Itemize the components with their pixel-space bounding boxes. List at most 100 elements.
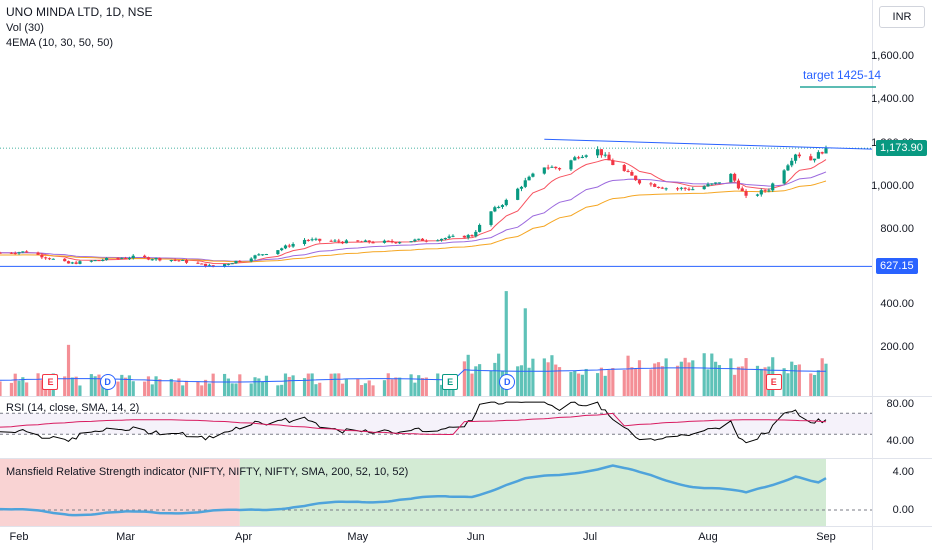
candle-body bbox=[519, 186, 524, 189]
earnings-marker[interactable]: E bbox=[442, 374, 459, 390]
volume-bar bbox=[93, 376, 97, 396]
volume-bar bbox=[280, 384, 284, 396]
price-axis-tick: 800.00 bbox=[880, 223, 914, 235]
volume-bar bbox=[824, 363, 828, 396]
time-axis-tick: Apr bbox=[235, 531, 253, 543]
candle-body bbox=[89, 260, 93, 262]
volume-bar bbox=[790, 361, 794, 396]
candle-body bbox=[280, 248, 284, 251]
candle-body bbox=[653, 184, 657, 187]
candle-body bbox=[382, 240, 387, 243]
volume-bar bbox=[702, 353, 706, 396]
volume-bar bbox=[493, 362, 497, 396]
candle-body bbox=[504, 199, 508, 206]
candle-body bbox=[340, 241, 345, 244]
volume-bar bbox=[793, 365, 798, 396]
volume-bar bbox=[797, 364, 801, 396]
volume-bar bbox=[546, 362, 550, 396]
volume-bar bbox=[200, 385, 204, 396]
candle-body bbox=[733, 173, 737, 181]
candle-body bbox=[25, 251, 29, 253]
candle-body bbox=[569, 160, 573, 170]
candle-body bbox=[253, 255, 257, 259]
volume-bar bbox=[710, 353, 714, 396]
candle-body bbox=[360, 241, 364, 243]
volume-bar bbox=[683, 357, 687, 396]
candle-body bbox=[603, 154, 607, 156]
candle-body bbox=[790, 160, 794, 166]
candle-body bbox=[793, 154, 798, 161]
earnings-marker[interactable]: E bbox=[42, 374, 59, 390]
candle-body bbox=[116, 257, 120, 259]
volume-bar bbox=[691, 360, 695, 396]
volume-bar bbox=[169, 378, 173, 396]
volume-bar bbox=[527, 367, 531, 396]
currency-selector[interactable]: INR bbox=[879, 6, 925, 28]
volume-bar bbox=[744, 358, 748, 396]
volume-bar bbox=[409, 374, 413, 396]
dividend-marker[interactable]: D bbox=[499, 374, 516, 390]
candle-body bbox=[234, 260, 238, 264]
candle-body bbox=[546, 167, 550, 169]
candle-body bbox=[702, 186, 706, 190]
volume-bar bbox=[337, 373, 341, 396]
volume-bar bbox=[599, 367, 604, 396]
candle-body bbox=[420, 238, 425, 241]
volume-bar bbox=[584, 368, 588, 396]
ema-10-line bbox=[0, 158, 827, 265]
ema-50-line bbox=[0, 180, 827, 263]
candle-body bbox=[184, 259, 189, 263]
volume-bar bbox=[382, 380, 387, 396]
volume-bar bbox=[656, 362, 661, 396]
candle-body bbox=[523, 180, 527, 187]
time-axis-tick: Sep bbox=[816, 531, 836, 543]
candle-body bbox=[462, 235, 466, 238]
candle-body bbox=[451, 235, 455, 237]
time-axis-tick: Jun bbox=[466, 531, 485, 543]
target-annotation: target 1425-14 bbox=[803, 68, 882, 82]
candle-body bbox=[344, 240, 348, 244]
candle-body bbox=[611, 160, 615, 166]
candle-body bbox=[203, 263, 208, 267]
candle-body bbox=[542, 167, 546, 174]
candle-body bbox=[409, 241, 413, 243]
volume-bar bbox=[291, 375, 295, 396]
candle-body bbox=[820, 152, 824, 154]
volume-bar bbox=[70, 377, 74, 396]
volume-bar bbox=[596, 373, 600, 396]
candle-body bbox=[691, 189, 695, 191]
volume-bar bbox=[196, 381, 200, 396]
volume-bar bbox=[177, 378, 181, 396]
candle-body bbox=[436, 240, 440, 242]
time-axis-tick: Jul bbox=[582, 531, 598, 543]
volume-axis-tick: 200.00 bbox=[880, 341, 914, 353]
dividend-marker[interactable]: D bbox=[99, 374, 116, 390]
volume-bar bbox=[637, 360, 642, 396]
volume-bar bbox=[74, 376, 78, 396]
price-axis-tick: 1,600.00 bbox=[871, 50, 914, 62]
volume-bar bbox=[649, 369, 653, 396]
mansfield-axis-tick: 4.00 bbox=[892, 466, 914, 478]
candle-body bbox=[736, 180, 741, 189]
candle-body bbox=[264, 254, 269, 256]
volume-bar bbox=[424, 377, 428, 396]
candle-body bbox=[584, 155, 588, 157]
earnings-marker[interactable]: E bbox=[765, 374, 782, 390]
candle-body bbox=[17, 252, 21, 254]
candle-body bbox=[554, 166, 558, 169]
volume-axis-tick: 400.00 bbox=[880, 298, 914, 310]
candle-body bbox=[356, 240, 360, 242]
candle-body bbox=[97, 260, 101, 262]
candle-body bbox=[740, 188, 744, 192]
volume-bar bbox=[101, 383, 105, 396]
candle-body bbox=[550, 166, 554, 168]
candle-body bbox=[329, 240, 333, 242]
volume-bar bbox=[222, 373, 227, 396]
resistance-trendline bbox=[544, 138, 873, 150]
volume-bar bbox=[234, 383, 238, 396]
candle-body bbox=[78, 261, 82, 264]
volume-bar bbox=[173, 382, 177, 396]
volume-legend: Vol (30) bbox=[6, 22, 44, 34]
volume-bar bbox=[417, 375, 421, 396]
